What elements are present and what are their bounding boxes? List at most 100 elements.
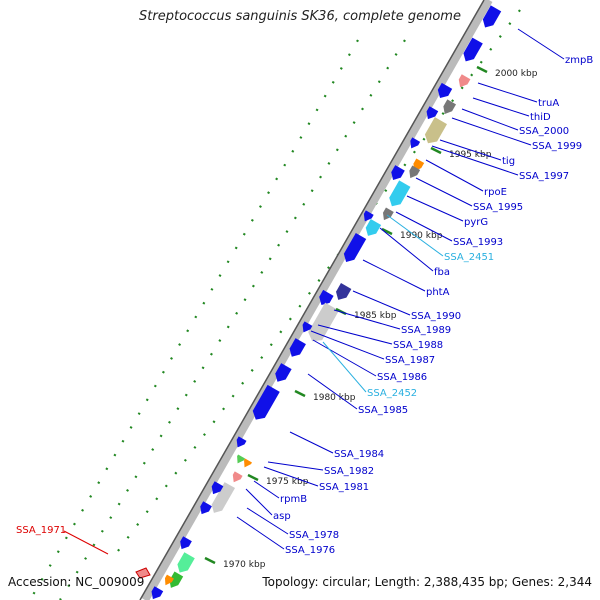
callout-line	[461, 108, 519, 131]
kbp-tick-label: 2000 kbp	[495, 69, 538, 79]
gene-arrow	[437, 82, 453, 99]
gene-label: SSA_1997	[519, 171, 569, 182]
gene-label: SSA_1982	[324, 466, 374, 477]
gene-arrow	[308, 302, 340, 342]
gene-label: fba	[434, 267, 450, 278]
accession-text: Accession: NC_009009	[8, 575, 145, 589]
gene-arrow	[458, 74, 471, 88]
gene-label: SSA_1986	[377, 372, 427, 383]
callout-line	[322, 341, 367, 393]
callout-line	[289, 431, 334, 454]
gene-label: SSA_1999	[532, 141, 582, 152]
callout-line	[425, 159, 484, 192]
gene-label: SSA_1993	[453, 237, 503, 248]
gene-arrow	[410, 137, 421, 149]
gene-arrow	[382, 207, 394, 221]
gene-arrow	[302, 321, 313, 333]
callout-line	[379, 227, 434, 272]
gene-arrow	[424, 117, 447, 144]
map-title: Streptococcus sanguinis SK36, complete g…	[139, 9, 461, 24]
gene-label: tig	[502, 156, 515, 167]
kbp-tick-label: 1995 kbp	[449, 150, 492, 160]
kbp-tick-mark	[381, 227, 393, 236]
callout-line	[477, 82, 538, 103]
gene-arrow	[200, 501, 212, 515]
callout-line	[236, 516, 285, 550]
gene-label: SSA_1987	[385, 355, 435, 366]
gene-arrow	[343, 232, 367, 262]
kbp-tick-mark	[476, 65, 488, 74]
kbp-tick-label: 1985 kbp	[354, 311, 397, 321]
callout-line	[451, 117, 532, 146]
gene-arrow	[151, 586, 164, 600]
callout-line	[263, 466, 319, 487]
kbp-tick-mark	[204, 556, 216, 565]
gene-arrow	[177, 552, 195, 573]
callout-line	[246, 507, 289, 535]
callout-line	[431, 145, 519, 176]
kbp-tick-label: 1980 kbp	[313, 393, 356, 403]
gene-arrow	[236, 436, 247, 448]
gene-label: SSA_2451	[444, 252, 494, 263]
gene-label: zmpB	[565, 55, 593, 66]
gene-features	[135, 5, 502, 600]
gene-arrow	[426, 106, 439, 120]
gene-label: pyrG	[464, 217, 488, 228]
gene-arrow	[391, 165, 405, 181]
callout-line	[253, 480, 280, 499]
gene-label: SSA_1981	[319, 482, 369, 493]
callout-line	[395, 211, 453, 242]
gene-label: SSA_2452	[367, 388, 417, 399]
gene-label: SSA_1978	[289, 530, 339, 541]
callout-line	[245, 488, 273, 516]
callout-line	[517, 28, 565, 60]
callout-line	[310, 330, 385, 360]
gene-arrow	[211, 482, 236, 513]
gene-label: SSA_1989	[401, 325, 451, 336]
callout-line	[362, 259, 426, 292]
gene-label: SSA_1990	[411, 311, 461, 322]
kbp-tick-mark	[294, 389, 306, 398]
gene-label: SSA_1985	[358, 405, 408, 416]
topology-text: Topology: circular; Length: 2,388,435 bp…	[262, 575, 592, 589]
callout-line	[312, 339, 377, 377]
gene-label: rpoE	[484, 187, 507, 198]
gene-arrow	[275, 363, 292, 382]
gene-label: SSA_1976	[285, 545, 335, 556]
gene-arrow	[244, 458, 252, 468]
kbp-tick-label: 1970 kbp	[223, 560, 266, 570]
gene-arrow	[409, 165, 421, 179]
callout-line	[415, 177, 473, 207]
gene-arrow	[164, 574, 174, 586]
gene-label: SSA_1984	[334, 449, 384, 460]
gene-arrow	[232, 471, 243, 483]
dotted-guide	[114, 9, 521, 556]
gene-label: thiD	[530, 112, 551, 123]
callout-line	[472, 97, 530, 117]
gene-arrow	[252, 384, 280, 420]
gene-label: SSA_1971	[16, 525, 66, 536]
gene-arrow	[443, 99, 457, 115]
gene-arrow	[365, 219, 382, 236]
gene-label: SSA_1995	[473, 202, 523, 213]
gene-arrow	[463, 37, 483, 62]
callout-line	[386, 214, 444, 257]
red-feature-marker	[135, 567, 151, 579]
callout-line	[333, 309, 401, 330]
gene-arrow	[482, 5, 502, 28]
gene-label: asp	[273, 511, 291, 522]
dotted-guide-lines	[29, 9, 521, 600]
callout-line	[317, 324, 393, 345]
callout-line	[406, 195, 464, 222]
gene-arrow	[319, 289, 334, 306]
gene-label: SSA_1988	[393, 340, 443, 351]
gene-arrow	[289, 338, 306, 357]
callout-line	[439, 139, 502, 161]
gene-arrow	[180, 536, 192, 550]
gene-arrow	[363, 210, 374, 222]
kbp-ticks: 2000 kbp 1995 kbp 1990 kbp 1985 kbp 1980 kbp…	[204, 65, 538, 570]
kbp-tick-label: 1990 kbp	[400, 231, 443, 241]
genome-backbone	[139, 0, 493, 600]
callout-line	[307, 373, 358, 410]
